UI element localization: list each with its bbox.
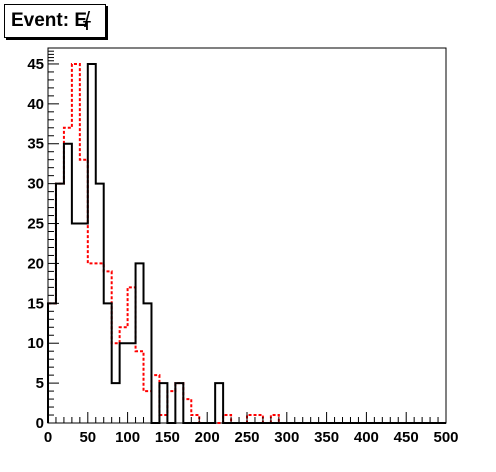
y-tick-label: 15: [27, 295, 44, 312]
x-tick-label: 0: [44, 429, 52, 446]
x-tick-label: 300: [274, 429, 299, 446]
chart-title-slash: / T: [83, 7, 91, 33]
chart-title-subscript: T: [83, 18, 91, 33]
y-tick-label: 0: [36, 415, 44, 432]
axis-layer: 0 50 100 150 200 250 300 350 400 450 500 0 5 10 15 20 25…: [27, 50, 459, 446]
y-tick-label: 40: [27, 96, 44, 113]
x-tick-label: 350: [314, 429, 339, 446]
y-tick-label: 20: [27, 255, 44, 272]
x-tick-label: 450: [394, 429, 419, 446]
x-tick-label: 250: [234, 429, 259, 446]
missing-slash-mark: /: [84, 7, 91, 32]
x-tick-label: 200: [195, 429, 220, 446]
x-tick-label: 500: [433, 429, 458, 446]
y-tick-label: 25: [27, 216, 44, 233]
y-tick-label: 10: [27, 335, 44, 352]
y-tick-label: 30: [27, 176, 44, 193]
x-tick-label: 400: [354, 429, 379, 446]
y-tick-label: 45: [27, 56, 44, 73]
chart-title-box: Event: E / T: [4, 4, 106, 38]
x-tick-label: 150: [155, 429, 180, 446]
x-tick-label: 50: [79, 429, 96, 446]
chart-title: Event: E: [11, 10, 88, 31]
y-tick-label: 5: [36, 375, 44, 392]
x-tick-label: 100: [115, 429, 140, 446]
y-tick-label: 35: [27, 136, 44, 153]
plot-frame: [47, 47, 447, 424]
